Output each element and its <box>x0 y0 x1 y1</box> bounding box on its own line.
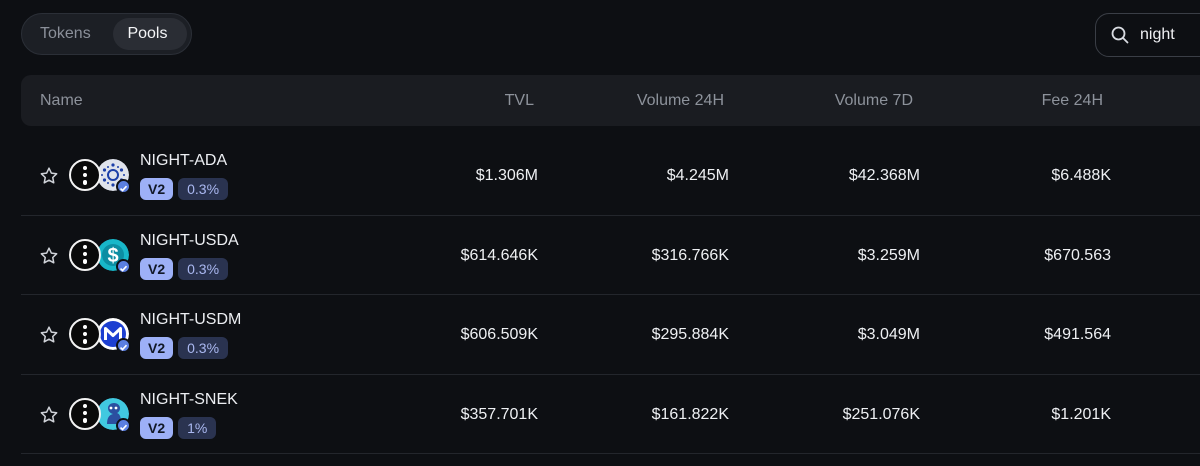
pair-name[interactable]: NIGHT-USDM <box>140 311 242 328</box>
volume-24h-value: $4.245M <box>666 167 729 184</box>
night-token-icon <box>69 318 101 350</box>
night-token-icon <box>69 238 101 271</box>
tvl-value: $1.306M <box>475 167 538 184</box>
tokens-pools-toggle: Tokens Pools <box>21 13 192 55</box>
volume-24h-value: $161.822K <box>651 405 729 423</box>
fee-24h-value: $6.488K <box>1051 167 1111 184</box>
verified-icon <box>116 338 131 353</box>
pair-icons <box>69 316 135 353</box>
table-row[interactable]: $ NIGHT-USDA V2 0.3% $614.646K $316.766K… <box>21 216 1200 295</box>
night-token-icon <box>69 397 101 430</box>
volume-7d-value: $3.049M <box>857 326 920 343</box>
volume-7d-value: $3.259M <box>857 246 920 264</box>
star-icon[interactable] <box>39 325 59 345</box>
pools-table-body: NIGHT-ADA V2 0.3% $1.306M $4.245M $42.36… <box>21 136 1200 454</box>
pool-badges: V2 1% <box>140 416 217 439</box>
pair-name[interactable]: NIGHT-ADA <box>140 152 228 169</box>
pair-name[interactable]: NIGHT-SNEK <box>140 390 238 408</box>
verified-icon <box>116 179 131 194</box>
pool-badges: V2 0.3% <box>140 257 229 280</box>
star-icon[interactable] <box>39 246 59 266</box>
night-token-icon <box>69 159 101 191</box>
tvl-value: $606.509K <box>460 326 538 343</box>
pair-icons <box>69 157 135 194</box>
volume-24h-value: $316.766K <box>651 246 729 264</box>
fee-tier-badge: 0.3% <box>178 337 229 359</box>
table-row[interactable]: NIGHT-ADA V2 0.3% $1.306M $4.245M $42.36… <box>21 136 1200 216</box>
pool-badges: V2 0.3% <box>140 337 229 359</box>
column-name[interactable]: Name <box>40 92 83 109</box>
column-volume-7d[interactable]: Volume 7D <box>834 92 913 109</box>
fee-tier-badge: 1% <box>178 416 217 439</box>
search-box[interactable] <box>1095 13 1200 57</box>
column-fee-24h[interactable]: Fee 24H <box>1041 92 1103 109</box>
volume-7d-value: $42.368M <box>848 167 920 184</box>
table-row[interactable]: NIGHT-SNEK V2 1% $357.701K $161.822K $25… <box>21 375 1200 454</box>
verified-icon <box>116 258 131 274</box>
star-icon[interactable] <box>39 166 59 186</box>
verified-icon <box>116 417 131 433</box>
version-badge: V2 <box>140 178 174 200</box>
search-icon <box>1111 26 1129 44</box>
column-volume-24h[interactable]: Volume 24H <box>636 92 724 109</box>
column-tvl[interactable]: TVL <box>504 92 534 109</box>
star-icon[interactable] <box>39 405 59 425</box>
version-badge: V2 <box>140 337 174 359</box>
volume-7d-value: $251.076K <box>842 405 920 423</box>
pair-name[interactable]: NIGHT-USDA <box>140 231 239 249</box>
pair-icons <box>69 396 135 433</box>
tab-pools[interactable]: Pools <box>113 18 187 50</box>
table-header: Name TVL Volume 24H Volume 7D Fee 24H <box>21 75 1200 126</box>
pool-badges: V2 0.3% <box>140 178 229 200</box>
fee-tier-badge: 0.3% <box>178 178 229 200</box>
fee-tier-badge: 0.3% <box>178 257 229 280</box>
tvl-value: $357.701K <box>460 405 538 423</box>
volume-24h-value: $295.884K <box>651 326 729 343</box>
fee-24h-value: $491.564 <box>1044 326 1111 343</box>
table-row[interactable]: NIGHT-USDM V2 0.3% $606.509K $295.884K $… <box>21 295 1200 375</box>
search-input[interactable] <box>1140 26 1200 44</box>
svg-text:$: $ <box>107 245 118 267</box>
tab-tokens[interactable]: Tokens <box>40 25 91 42</box>
tvl-value: $614.646K <box>460 246 538 264</box>
version-badge: V2 <box>140 257 174 280</box>
fee-24h-value: $1.201K <box>1051 405 1111 423</box>
fee-24h-value: $670.563 <box>1044 246 1111 264</box>
version-badge: V2 <box>140 416 174 439</box>
pair-icons: $ <box>69 237 135 274</box>
